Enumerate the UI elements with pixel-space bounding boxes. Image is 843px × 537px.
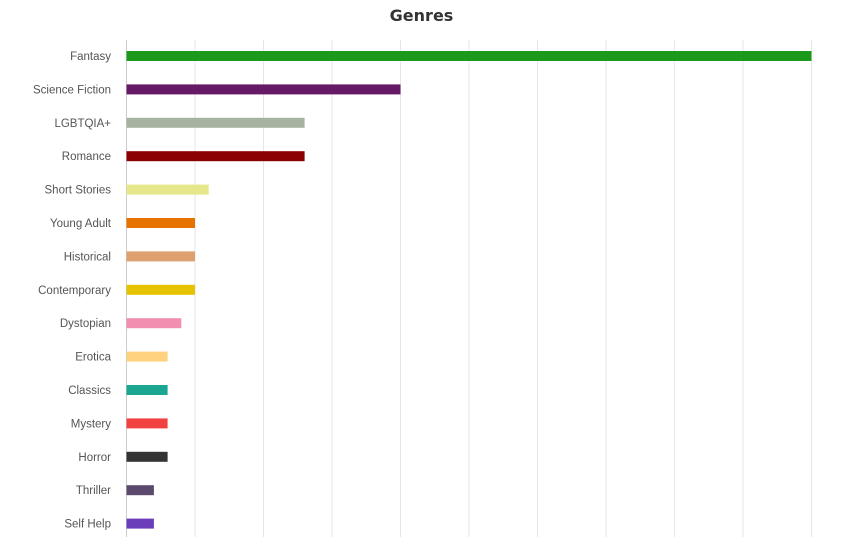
- bar-horror[interactable]: [126, 451, 168, 462]
- bar-romance[interactable]: [126, 151, 305, 162]
- category-label: LGBTQIA+: [54, 118, 111, 130]
- bar-fantasy[interactable]: [126, 51, 812, 61]
- category-label: Thriller: [76, 485, 111, 497]
- category-label: Self Help: [64, 519, 111, 531]
- bar-classics[interactable]: [126, 385, 168, 395]
- bar-dystopian[interactable]: [126, 318, 182, 329]
- category-label: Mystery: [71, 418, 112, 430]
- category-label: Erotica: [75, 352, 111, 364]
- category-label: Dystopian: [60, 318, 111, 330]
- bar-mystery[interactable]: [126, 418, 168, 429]
- bar-short-stories[interactable]: [126, 184, 209, 195]
- bar-science-fiction[interactable]: [126, 84, 401, 95]
- bar-self-help[interactable]: [126, 518, 154, 529]
- category-label: Horror: [78, 452, 111, 464]
- category-label: Science Fiction: [33, 84, 111, 96]
- category-label: Young Adult: [50, 218, 112, 230]
- category-label: Fantasy: [70, 51, 111, 63]
- category-label: Historical: [64, 251, 111, 263]
- bar-young-adult[interactable]: [126, 218, 196, 228]
- bar-erotica[interactable]: [126, 351, 168, 362]
- category-label: Contemporary: [38, 285, 111, 297]
- bar-historical[interactable]: [126, 251, 196, 262]
- category-label: Classics: [68, 385, 111, 397]
- category-label: Short Stories: [45, 185, 112, 197]
- category-label: Romance: [62, 151, 111, 163]
- bar-contemporary[interactable]: [126, 284, 196, 295]
- chart-title: Genres: [389, 6, 454, 25]
- bar-thriller[interactable]: [126, 485, 154, 496]
- bar-lgbtqia[interactable]: [126, 117, 305, 128]
